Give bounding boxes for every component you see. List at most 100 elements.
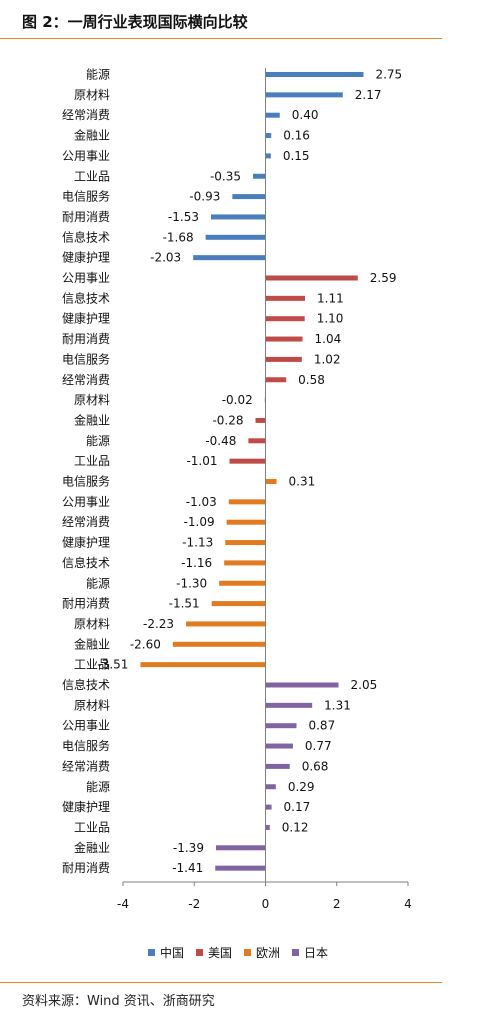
data-label: 2.05	[351, 678, 378, 692]
x-tick-label: 4	[404, 897, 412, 911]
bar	[265, 112, 280, 118]
legend-label: 日本	[304, 946, 329, 960]
bar	[253, 173, 266, 179]
category-label: 能源	[86, 780, 110, 794]
bar	[211, 601, 266, 607]
category-label: 健康护理	[62, 799, 110, 814]
bar	[265, 153, 271, 159]
bar	[265, 133, 272, 139]
bar	[265, 743, 293, 749]
data-label: -1.41	[172, 861, 203, 875]
data-label: -0.93	[189, 190, 220, 204]
chart-legend: 中国 美国 欧洲 日本	[148, 944, 328, 961]
bar	[232, 194, 266, 200]
data-label: 0.77	[305, 739, 332, 753]
title-bar: 图 2：一周行业表现国际横向比较	[0, 0, 500, 40]
category-label: 电信服务	[62, 474, 110, 489]
legend-swatch	[292, 949, 300, 956]
category-label: 经常消费	[62, 373, 110, 387]
bar	[265, 295, 306, 301]
category-label: 耐用消费	[62, 597, 110, 611]
data-label: -1.53	[168, 210, 199, 224]
data-label: -1.16	[181, 556, 212, 570]
category-label: 工业品	[74, 169, 110, 183]
data-label: -1.03	[186, 495, 217, 509]
top-rule	[0, 38, 442, 39]
category-label: 耐用消费	[62, 210, 110, 224]
category-label: 信息技术	[62, 555, 110, 570]
category-label: 经常消费	[62, 759, 110, 773]
bar	[172, 641, 266, 647]
category-label: 电信服务	[62, 189, 110, 204]
bar	[186, 621, 266, 627]
legend-label: 中国	[160, 946, 185, 960]
data-label: -1.13	[182, 536, 213, 550]
data-label: 0.17	[284, 800, 311, 814]
data-label: -1.39	[173, 841, 204, 855]
category-label: 信息技术	[62, 677, 110, 692]
bar	[265, 336, 303, 342]
x-tick-label: 2	[333, 897, 341, 911]
data-label: 0.15	[283, 149, 310, 163]
data-label: 1.04	[315, 332, 342, 346]
category-label: 耐用消费	[62, 861, 110, 875]
category-label: 能源	[86, 576, 110, 590]
category-label: 原材料	[74, 698, 110, 712]
data-label: 0.29	[288, 780, 315, 794]
legend-swatch	[196, 949, 204, 956]
legend-swatch	[244, 949, 252, 956]
category-label: 原材料	[74, 88, 110, 102]
category-label: 电信服务	[62, 351, 110, 366]
bar	[248, 438, 266, 444]
bar	[228, 499, 266, 505]
category-label: 原材料	[74, 393, 110, 407]
category-label: 电信服务	[62, 738, 110, 753]
x-tick-label: -2	[188, 897, 200, 911]
data-label: -1.68	[163, 230, 194, 244]
data-label: 2.59	[370, 271, 397, 285]
bar	[219, 580, 266, 586]
legend-item: 欧洲	[244, 944, 280, 961]
bar	[265, 275, 358, 281]
bar	[193, 255, 266, 261]
data-label: 0.16	[283, 129, 310, 143]
bar	[265, 763, 290, 769]
legend-swatch	[148, 949, 155, 956]
data-label: 2.75	[375, 68, 402, 82]
category-label: 公用事业	[62, 719, 110, 733]
data-label: 0.31	[289, 475, 316, 489]
data-label: 1.31	[324, 698, 351, 712]
category-label: 经常消费	[62, 515, 110, 529]
category-label: 能源	[86, 434, 110, 448]
bar	[140, 662, 266, 668]
category-label: 耐用消费	[62, 332, 110, 346]
bar	[265, 72, 364, 77]
data-label: -0.35	[210, 169, 241, 183]
bar	[255, 417, 266, 423]
bottom-rule	[0, 982, 442, 983]
data-label: 1.02	[314, 352, 341, 366]
data-label: 0.58	[298, 373, 325, 387]
data-label: 0.12	[282, 820, 309, 834]
category-label: 公用事业	[62, 149, 110, 163]
data-label: -1.09	[184, 515, 215, 529]
bar	[265, 702, 313, 708]
bar	[265, 479, 277, 484]
data-label: -1.51	[169, 597, 200, 611]
bar	[265, 92, 343, 98]
bar	[265, 784, 276, 790]
bar	[265, 377, 287, 383]
legend-item: 中国	[148, 944, 184, 961]
category-label: 原材料	[74, 617, 110, 631]
data-label: -1.01	[186, 454, 217, 468]
category-label: 信息技术	[62, 290, 110, 305]
category-label: 工业品	[74, 658, 110, 672]
bar	[226, 519, 266, 525]
legend-item: 日本	[292, 944, 328, 961]
x-tick-label: 0	[262, 897, 270, 911]
data-label: 2.17	[355, 88, 382, 102]
category-label: 信息技术	[62, 229, 110, 244]
source-note: 资料来源：Wind 资讯、浙商研究	[22, 994, 215, 1009]
x-tick-label: -4	[117, 897, 129, 911]
